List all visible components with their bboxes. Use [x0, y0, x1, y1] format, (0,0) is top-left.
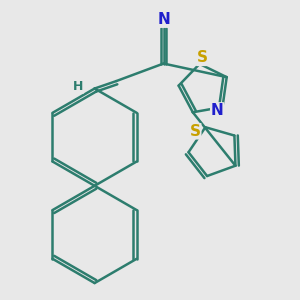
Text: S: S — [197, 50, 208, 65]
Text: N: N — [211, 103, 224, 118]
Text: H: H — [73, 80, 84, 93]
Text: N: N — [157, 12, 170, 27]
Text: S: S — [190, 124, 201, 139]
